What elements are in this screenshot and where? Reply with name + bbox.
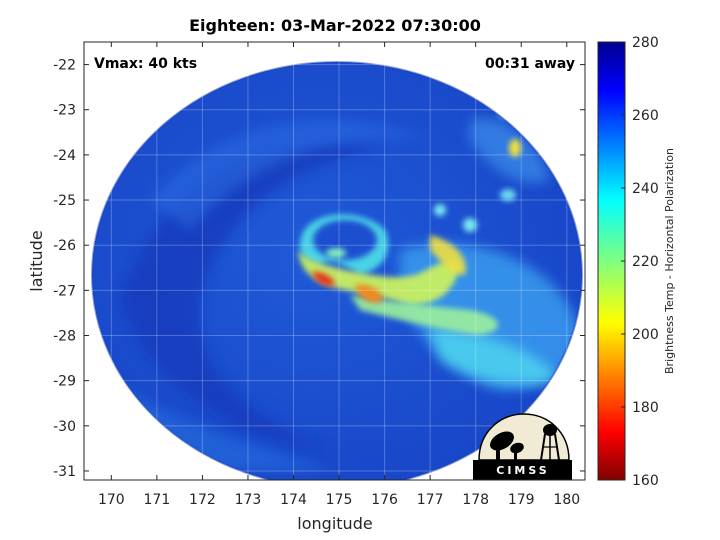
map-plot: 170 171 172 173 174 175 176 177 178 179 180 -22 -23… <box>53 41 586 508</box>
x-tick-label: 174 <box>280 492 307 508</box>
colorbar-tick-label: 220 <box>632 254 659 270</box>
colorbar-tick-label: 280 <box>632 35 659 51</box>
x-axis-label: longitude <box>297 514 372 533</box>
y-tick-label: -23 <box>53 103 76 119</box>
x-tick-label: 179 <box>508 492 535 508</box>
logo-text: CIMSS <box>496 464 549 477</box>
x-tick-label: 170 <box>98 492 125 508</box>
x-tick-label: 175 <box>326 492 353 508</box>
x-tick-label: 176 <box>371 492 398 508</box>
colorbar-tick-label: 160 <box>632 473 659 489</box>
y-tick-label: -29 <box>53 374 76 390</box>
cimss-logo: CIMSS <box>473 413 572 480</box>
y-tick-label: -27 <box>53 283 76 299</box>
x-tick-label: 178 <box>462 492 489 508</box>
time-away-label: 00:31 away <box>485 56 575 72</box>
y-tick-label: -28 <box>53 329 76 345</box>
colorbar-label: Brightness Temp - Horizontal Polarizatio… <box>663 148 676 374</box>
map-title: Eighteen: 03-Mar-2022 07:30:00 <box>189 16 481 35</box>
y-tick-label: -31 <box>53 464 76 480</box>
colorbar-tick-label: 180 <box>632 400 659 416</box>
x-tick-label: 180 <box>553 492 580 508</box>
x-tick-label: 173 <box>235 492 262 508</box>
x-tick-label: 172 <box>189 492 216 508</box>
satellite-dish-icon <box>490 431 524 460</box>
y-tick-label: -25 <box>53 193 76 209</box>
colorbar-ticks: 160 180 200 220 240 260 280 <box>621 35 659 489</box>
colorbar-tick-label: 260 <box>632 108 659 124</box>
y-tick-label: -24 <box>53 148 76 164</box>
colorbar-gradient <box>597 41 626 481</box>
y-tick-label: -26 <box>53 238 76 254</box>
colorbar-tick-label: 240 <box>632 181 659 197</box>
y-tick-label: -22 <box>53 58 76 74</box>
water-tower-icon <box>540 424 560 461</box>
colorbar-tick-label: 200 <box>632 327 659 343</box>
y-tick-label: -30 <box>53 419 76 435</box>
latitude-ticks: -22 -23 -24 -25 -26 -27 -28 -29 -30 -31 <box>53 58 585 480</box>
x-tick-label: 171 <box>144 492 171 508</box>
vmax-label: Vmax: 40 kts <box>94 56 197 72</box>
x-tick-label: 177 <box>417 492 444 508</box>
y-axis-label: latitude <box>27 230 46 291</box>
longitude-ticks: 170 171 172 173 174 175 176 177 178 179 180 <box>98 42 580 508</box>
brightness-temperature-swath <box>91 61 583 480</box>
colorbar: 160 180 200 220 240 260 280 Brightness Temp - … <box>597 35 676 489</box>
